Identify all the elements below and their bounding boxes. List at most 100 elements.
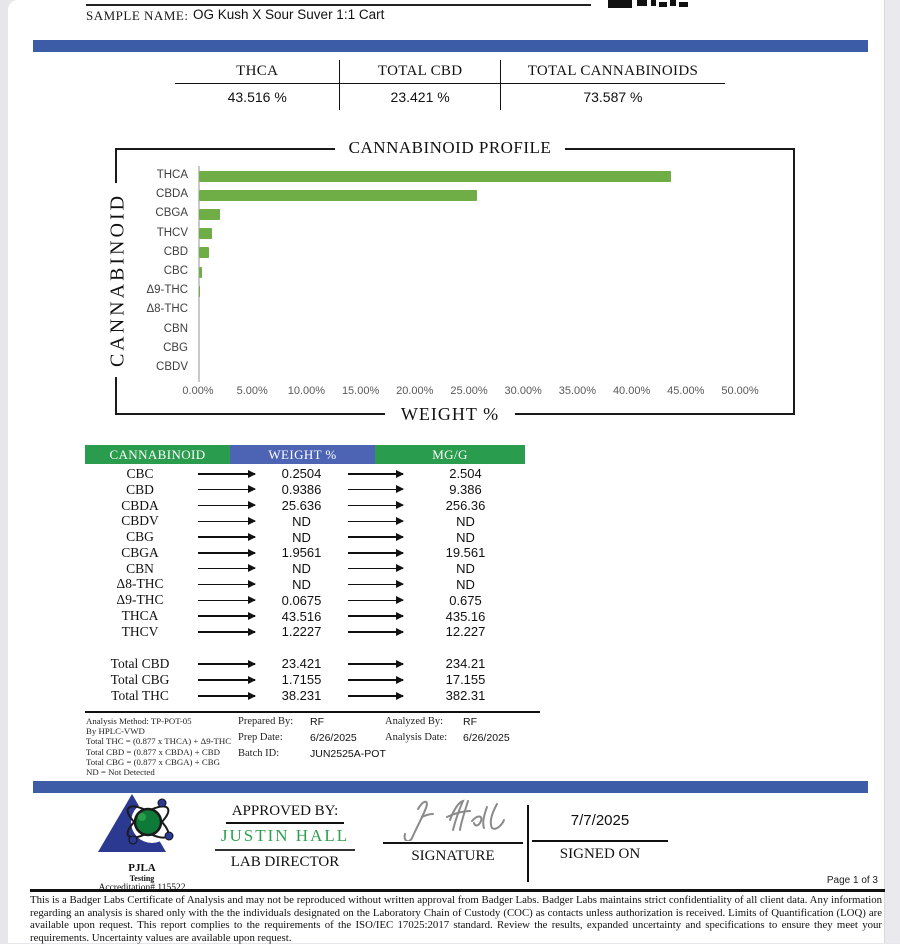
- mg-per-g-value: 256.36: [445, 497, 486, 513]
- batch-id-label: Batch ID:: [238, 748, 280, 759]
- method-note-line: ND = Not Detected: [86, 767, 155, 778]
- analysis-date-label: Analysis Date:: [385, 732, 448, 743]
- arrow-line: [198, 596, 256, 603]
- arrow-icon: [345, 565, 406, 572]
- summary-header: TOTAL CBD: [340, 60, 500, 84]
- summary-header: THCA: [175, 60, 340, 84]
- arrow-icon: [195, 581, 258, 588]
- cannabinoid-name: Total CBD: [110, 655, 170, 671]
- arrow-icon: [195, 692, 258, 699]
- arrow-icon: [345, 612, 406, 619]
- weight-percent-value: ND: [292, 576, 311, 592]
- chart-bar-CBD: [199, 247, 210, 259]
- mg-per-g-value: 17.155: [445, 672, 486, 688]
- arrow-line: [198, 533, 256, 540]
- arrow-icon: [345, 628, 406, 635]
- arrow-icon: [345, 692, 406, 699]
- chart-x-tick: 30.00%: [504, 385, 542, 397]
- mg-per-g-value: 382.31: [445, 688, 486, 704]
- results-table-row: Δ8-THC ND ND: [85, 576, 525, 593]
- lab-director-name: JUSTIN HALL: [215, 824, 355, 851]
- results-table-header: CANNABINOID WEIGHT % MG/G: [85, 445, 525, 464]
- chart-axis-line: [198, 166, 200, 382]
- divider-bar-top: [33, 40, 868, 52]
- cannabinoid-name: CBG: [126, 529, 154, 545]
- page-edge: [884, 0, 900, 943]
- arrow-line: [348, 517, 404, 524]
- arrow-icon: [195, 565, 258, 572]
- results-table-row: CBD 0.9386 9.386: [85, 482, 525, 498]
- weight-percent-value: 38.231: [281, 688, 322, 704]
- method-note-line: Total CBG = (0.877 x CBGA) + CBG: [86, 756, 220, 767]
- chart-bar-Δ9-THC: [199, 285, 200, 297]
- results-total-row: Total CBG 1.7155 17.155: [85, 672, 525, 688]
- mg-per-g-value: 19.561: [445, 545, 486, 561]
- footer-vertical-divider: [527, 805, 529, 882]
- cannabinoid-name: THCV: [121, 623, 159, 639]
- signed-on-date: 7/7/2025: [532, 795, 668, 842]
- arrow-line: [198, 565, 256, 572]
- cannabinoid-name: Total CBG: [110, 671, 170, 687]
- potency-summary-table: THCA 43.516 % TOTAL CBD 23.421 % TOTAL C…: [175, 60, 726, 110]
- analyzed-by-label: Analyzed By:: [385, 716, 444, 727]
- pjla-accreditation-block: PJLA Testing Accreditation# 115522: [92, 792, 192, 893]
- table-spacer: [85, 640, 525, 656]
- sample-name-rule: [86, 4, 591, 6]
- prep-info: Prepared By: RF Prep Date: 6/26/2025 Batch…: [238, 716, 386, 764]
- arrow-line: [198, 486, 256, 493]
- method-note-line: Total THC = (0.877 x THCA) + Δ9-THC: [86, 736, 232, 747]
- arrow-line: [198, 517, 256, 524]
- chart-bar-CBDA: [199, 189, 477, 201]
- chart-category-label: CBN: [163, 322, 188, 335]
- arrow-line: [198, 676, 256, 683]
- chart-x-tick: 40.00%: [612, 385, 651, 397]
- cannabinoid-name: CBGA: [121, 544, 159, 560]
- mg-per-g-value: ND: [456, 576, 475, 592]
- cannabinoid-profile-chart: [115, 148, 795, 415]
- arrow-line: [348, 660, 404, 667]
- arrow-line: [198, 660, 256, 667]
- chart-x-tick: 45.00%: [667, 385, 705, 397]
- method-note-line: Total CBD = (0.877 x CBDA) + CBD: [86, 746, 220, 757]
- signature-label: SIGNATURE: [411, 848, 495, 864]
- arrow-line: [348, 533, 404, 540]
- method-notes: Analysis Method: TP-POT-05 By HPLC-VWD Tot…: [86, 716, 246, 777]
- results-header-cannabinoid: CANNABINOID: [85, 445, 230, 464]
- results-table-body: CBC 0.2504 2.504 CBD 0.9386 9.386 CBDA 25.636 25…: [85, 466, 525, 704]
- arrow-icon: [195, 612, 258, 619]
- arrow-line: [198, 612, 256, 619]
- arrow-line: [348, 581, 404, 588]
- cannabinoid-name: Total THC: [111, 687, 169, 703]
- chart-category-label: CBGA: [155, 207, 188, 220]
- chart-category-label: Δ9-THC: [146, 284, 188, 297]
- arrow-line: [348, 612, 404, 619]
- summary-col-total-cbd: TOTAL CBD 23.421 %: [339, 60, 500, 110]
- chart-x-tick: 10.00%: [287, 385, 326, 397]
- arrow-icon: [345, 502, 406, 509]
- arrow-line: [348, 470, 404, 477]
- weight-percent-value: 0.2504: [281, 466, 322, 482]
- chart-x-tick: 15.00%: [341, 385, 380, 397]
- clipped-lab-logo-icon: [608, 0, 688, 8]
- arrow-icon: [345, 676, 406, 683]
- chart-category-label: THCV: [156, 226, 188, 239]
- arrow-line: [198, 628, 256, 635]
- mg-per-g-value: 12.227: [445, 624, 486, 640]
- chart-category-label: Δ8-THC: [146, 303, 188, 316]
- arrow-line: [348, 628, 404, 635]
- arrow-icon: [195, 628, 258, 635]
- chart-bar-CBC: [199, 266, 202, 278]
- arrow-line: [198, 581, 256, 588]
- mg-per-g-value: ND: [456, 529, 475, 545]
- method-note-line: By HPLC-VWD: [86, 726, 145, 737]
- chart-category-label: CBDA: [156, 188, 188, 201]
- cannabinoid-name: Δ8-THC: [116, 576, 164, 592]
- chart-category-label: CBDV: [156, 361, 188, 373]
- arrow-icon: [345, 549, 406, 556]
- signed-on-label: SIGNED ON: [559, 846, 641, 862]
- prep-date-label: Prep Date:: [238, 732, 283, 743]
- chart-category-label: CBG: [163, 341, 188, 354]
- chart-x-tick: 35.00%: [558, 385, 597, 397]
- mg-per-g-value: ND: [456, 561, 475, 577]
- chart-category-label: CBD: [163, 245, 188, 258]
